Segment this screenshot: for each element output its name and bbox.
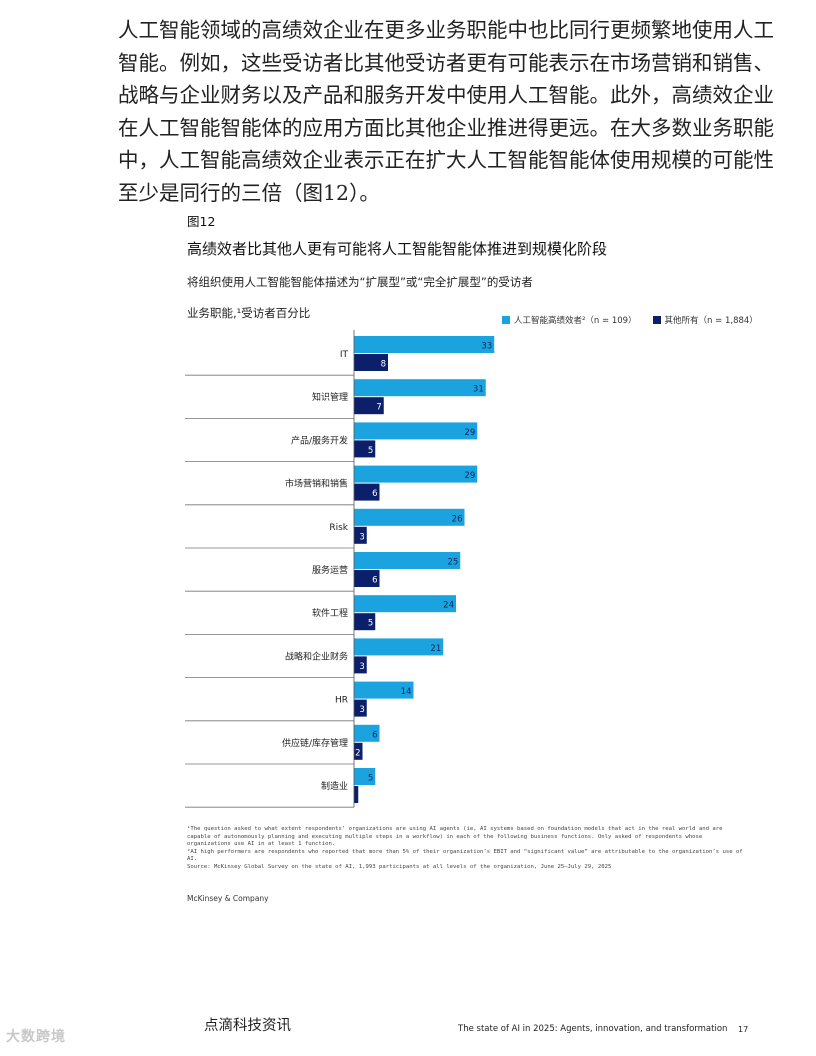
bar-others-1 — [354, 397, 384, 415]
figure-label: 图12 — [187, 214, 216, 229]
bar-others-10 — [354, 786, 359, 803]
value-label-high-performers-10: 5 — [368, 774, 373, 784]
legend-item-high-performers: 人工智能高绩效者²（n = 109） — [502, 314, 637, 326]
category-label-5: 服务运营 — [312, 564, 348, 576]
legend-item-others: 其他所有（n = 1,884） — [652, 314, 758, 326]
value-label-high-performers-0: 33 — [481, 342, 492, 352]
legend-swatch-high-performers — [502, 316, 510, 324]
chart-legend: 人工智能高绩效者²（n = 109） 其他所有（n = 1,884） — [502, 314, 768, 326]
bar-chart: IT338知识管理317产品/服务开发295市场营销和销售296Risk263服… — [185, 330, 495, 808]
category-label-0: IT — [340, 350, 349, 360]
figure-title: 高绩效者比其他人更有可能将人工智能智能体推进到规模化阶段 — [187, 240, 608, 258]
value-label-others-5: 6 — [372, 576, 377, 586]
value-label-others-0: 8 — [381, 360, 386, 370]
value-label-others-3: 6 — [372, 489, 377, 499]
category-label-10: 制造业 — [321, 780, 348, 792]
value-label-others-7: 3 — [359, 662, 364, 672]
source-brand: McKinsey & Company — [187, 894, 269, 903]
value-label-others-8: 3 — [359, 705, 364, 715]
value-label-high-performers-4: 26 — [452, 514, 463, 524]
bar-others-4 — [354, 526, 367, 544]
bar-others-2 — [354, 440, 376, 458]
footnote-1: ¹The question asked to what extent respo… — [187, 826, 723, 848]
axis-caption: 业务职能,¹受访者百分比 — [187, 306, 311, 320]
value-label-high-performers-7: 21 — [430, 644, 441, 654]
bar-high-performers-1 — [354, 379, 486, 397]
value-label-high-performers-8: 14 — [401, 687, 412, 697]
category-label-8: HR — [335, 696, 348, 706]
page-number: 17 — [738, 1025, 749, 1034]
category-label-3: 市场营销和销售 — [285, 478, 348, 490]
value-label-high-performers-9: 6 — [372, 730, 377, 740]
category-label-7: 战略和企业财务 — [285, 650, 348, 662]
bar-others-8 — [354, 699, 367, 717]
bar-others-9 — [354, 742, 363, 760]
value-label-high-performers-2: 29 — [464, 428, 475, 438]
bar-others-7 — [354, 656, 367, 674]
figure-subtitle: 将组织使用人工智能智能体描述为“扩展型”或“完全扩展型”的受访者 — [187, 275, 533, 289]
bar-high-performers-0 — [354, 336, 495, 353]
bar-others-0 — [354, 354, 388, 371]
bar-high-performers-3 — [354, 465, 478, 483]
bar-others-3 — [354, 483, 380, 501]
bar-high-performers-2 — [354, 422, 478, 440]
value-label-high-performers-1: 31 — [473, 385, 484, 395]
footer-report-title: The state of AI in 2025: Agents, innovat… — [458, 1024, 728, 1034]
bar-others-6 — [354, 613, 376, 631]
legend-swatch-others — [652, 316, 661, 324]
category-label-6: 软件工程 — [312, 607, 348, 619]
category-label-1: 知识管理 — [312, 391, 348, 403]
value-label-others-1: 7 — [376, 403, 381, 413]
value-label-high-performers-5: 25 — [447, 558, 458, 568]
bar-high-performers-8 — [354, 681, 414, 699]
bar-high-performers-9 — [354, 724, 380, 742]
legend-label-others: 其他所有（n = 1,884） — [664, 316, 758, 326]
watermark-logo: 大数跨境 — [6, 1029, 66, 1045]
bar-high-performers-4 — [354, 508, 465, 526]
source-note: Source: McKinsey Global Survey on the st… — [187, 863, 612, 870]
footnote-2: ²AI high performers are respondents who … — [187, 848, 743, 863]
value-label-high-performers-6: 24 — [443, 601, 454, 611]
value-label-others-6: 5 — [368, 619, 373, 629]
category-label-2: 产品/服务开发 — [291, 434, 348, 446]
footnotes: ¹The question asked to what extent respo… — [187, 826, 747, 872]
value-label-others-4: 3 — [359, 532, 364, 542]
intro-paragraph: 人工智能领域的高绩效企业在更多业务职能中也比同行更频繁地使用人工智能。例如，这些… — [118, 18, 774, 205]
category-label-4: Risk — [329, 523, 348, 533]
bar-high-performers-6 — [354, 595, 456, 613]
bar-high-performers-5 — [354, 552, 461, 569]
category-label-9: 供应链/库存管理 — [282, 737, 348, 749]
value-label-high-performers-3: 29 — [464, 471, 475, 481]
legend-label-high-performers: 人工智能高绩效者²（n = 109） — [514, 316, 637, 326]
bar-high-performers-7 — [354, 638, 444, 656]
value-label-others-2: 5 — [368, 446, 373, 456]
value-label-others-9: 2 — [355, 748, 360, 758]
bar-others-5 — [354, 570, 380, 587]
bar-high-performers-10 — [354, 768, 376, 785]
watermark-text: 点滴科技资讯 — [204, 1018, 291, 1034]
